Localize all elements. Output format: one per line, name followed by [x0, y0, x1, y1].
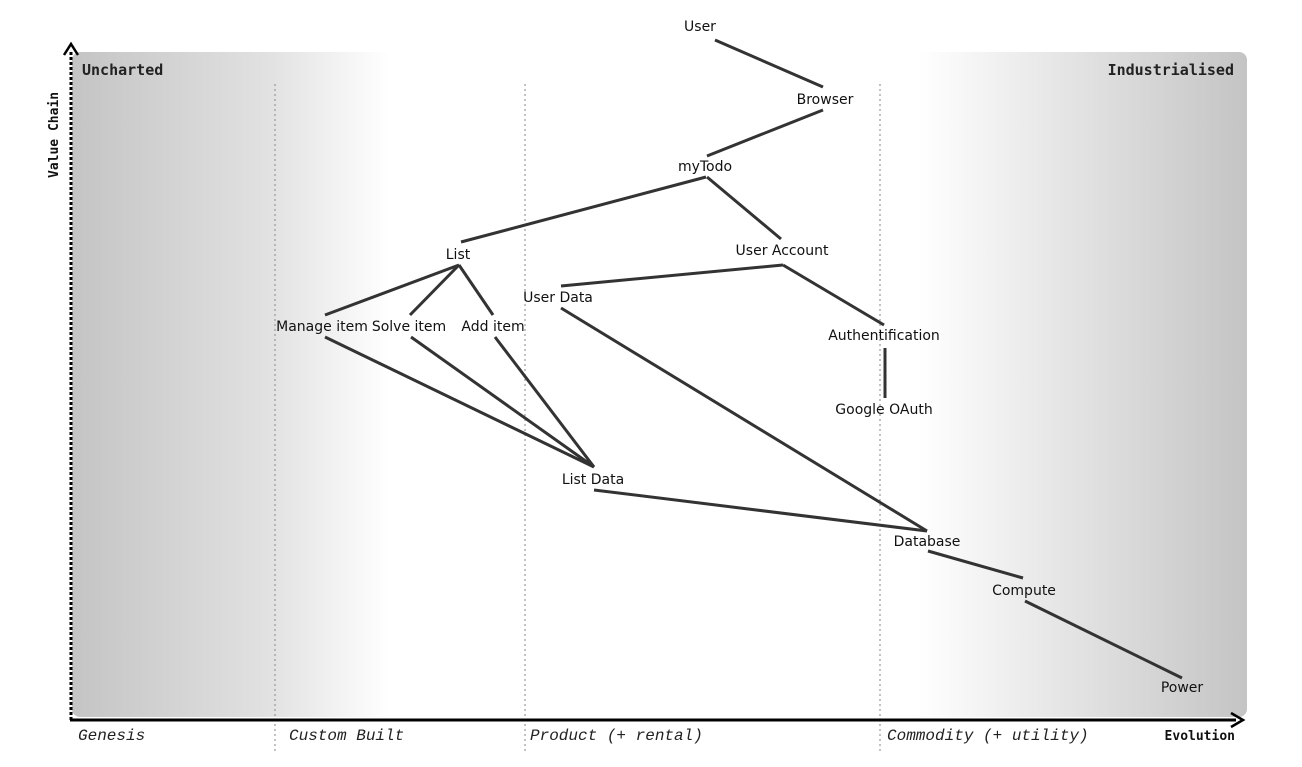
stage-custom-built: Custom Built	[289, 727, 404, 745]
evolution-arrow-icon	[1230, 711, 1246, 729]
link-add-item-to-list-data	[493, 336, 596, 468]
link-user-account-to-authentification	[782, 263, 885, 327]
component-mytodo[interactable]: myTodo	[678, 159, 732, 175]
link-browser-to-mytodo	[706, 108, 824, 158]
link-list-to-solve-item	[408, 263, 461, 317]
corner-industrialised: Industrialised	[1108, 61, 1234, 79]
components: User Browser myTodo List User Account User Da…	[276, 19, 1203, 696]
component-browser[interactable]: Browser	[797, 92, 854, 108]
map-background	[72, 52, 1247, 717]
link-list-to-add-item	[457, 264, 495, 316]
link-user-account-to-user-data	[560, 263, 784, 288]
link-mytodo-to-list	[460, 175, 707, 244]
link-database-to-compute	[927, 549, 1024, 580]
component-user-account[interactable]: User Account	[736, 243, 829, 259]
link-solve-item-to-list-data	[410, 335, 595, 469]
link-list-data-to-database	[593, 488, 928, 533]
component-power[interactable]: Power	[1161, 680, 1204, 696]
link-mytodo-to-user-account	[706, 175, 782, 241]
corner-uncharted: Uncharted	[82, 61, 163, 79]
value-chain-arrow-icon	[62, 41, 80, 56]
link-compute-to-power	[1024, 599, 1183, 680]
link-user-data-to-database	[560, 306, 928, 533]
stage-product: Product (+ rental)	[530, 727, 703, 745]
component-add-item[interactable]: Add item	[461, 319, 524, 335]
stage-commodity: Commodity (+ utility)	[887, 727, 1089, 745]
component-authentification[interactable]: Authentification	[828, 328, 940, 344]
component-compute[interactable]: Compute	[992, 583, 1056, 599]
dependency-links	[324, 38, 1183, 680]
component-user[interactable]: User	[684, 19, 716, 35]
component-user-data[interactable]: User Data	[523, 290, 593, 306]
component-list[interactable]: List	[446, 247, 471, 263]
stage-dividers	[274, 84, 881, 752]
stage-genesis: Genesis	[78, 727, 145, 745]
component-solve-item[interactable]: Solve item	[372, 319, 446, 335]
y-axis-title: Value Chain	[47, 92, 62, 178]
link-list-to-manage-item	[324, 263, 460, 317]
link-manage-item-to-list-data	[324, 335, 595, 469]
component-manage-item[interactable]: Manage item	[276, 319, 368, 335]
link-user-to-browser	[714, 38, 824, 89]
component-list-data[interactable]: List Data	[562, 472, 624, 488]
component-database[interactable]: Database	[894, 534, 961, 550]
component-google-oauth[interactable]: Google OAuth	[835, 402, 932, 418]
x-axis-title: Evolution	[1165, 729, 1235, 744]
